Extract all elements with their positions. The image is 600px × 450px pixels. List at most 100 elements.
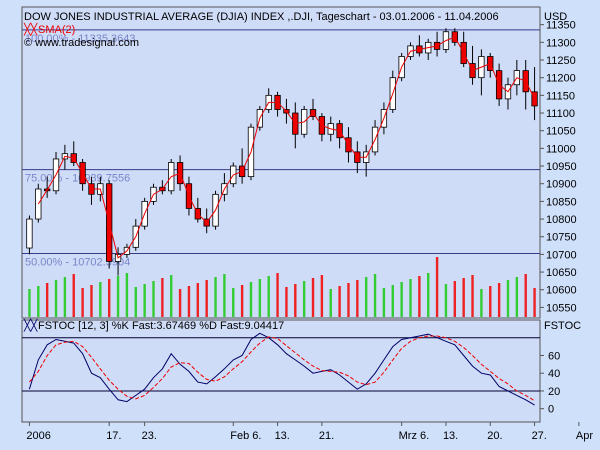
- price-tick-label: 11300: [546, 37, 576, 49]
- volume-bar: [347, 283, 350, 317]
- volume-bar: [187, 286, 191, 317]
- x-tick-label: 13.: [443, 430, 458, 442]
- volume-bar: [178, 289, 182, 317]
- volume-bar: [382, 288, 386, 317]
- volume-bar: [302, 281, 306, 317]
- price-tick-label: 11350: [546, 20, 576, 32]
- x-tick-label: 20.: [487, 430, 502, 442]
- fib-level-label: 100.00% - 11335.3643: [25, 33, 136, 45]
- price-tick-label: 10650: [546, 267, 577, 279]
- volume-bar: [497, 283, 501, 317]
- x-tick-label: 2006: [26, 430, 50, 442]
- volume-bar: [471, 275, 474, 317]
- volume-bar: [409, 279, 412, 317]
- volume-bar: [99, 282, 102, 317]
- x-tick-label: 17.: [106, 430, 121, 442]
- stoch-label: FSTOC [12, 3] %K Fast:3.67469 %D Fast:9.…: [38, 320, 284, 332]
- volume-bar: [81, 288, 84, 317]
- stoch-axis-title: FSTOC: [544, 320, 581, 332]
- volume-bar: [214, 277, 217, 317]
- volume-bar: [515, 277, 519, 317]
- price-tick-label: 11000: [546, 143, 576, 155]
- volume-bar: [444, 284, 448, 317]
- volume-bar: [489, 286, 492, 317]
- x-axis: 2006 17. 23. Feb 6. 13. 21. Mrz 6. 13. 20. 27. Apr: [26, 422, 593, 442]
- x-tick-label: 23.: [142, 430, 157, 442]
- candle-body: [26, 218, 33, 249]
- sma-legend-icon: ╳╳: [23, 22, 39, 36]
- stoch-tick-label: 60: [548, 350, 560, 362]
- volume-bar: [54, 280, 58, 317]
- x-tick-label: 27.: [532, 430, 547, 442]
- volume-bar: [116, 276, 120, 317]
- stoch-tick-label: 0: [548, 404, 554, 416]
- volume-bar: [418, 276, 421, 317]
- sma-line: [37, 36, 536, 259]
- volume-bar: [462, 278, 465, 317]
- volume-bar: [267, 276, 270, 317]
- volume-bar: [391, 285, 394, 317]
- volume-bar: [205, 280, 208, 317]
- volume-bar: [435, 257, 439, 317]
- stoch-d-line: [29, 335, 535, 402]
- volume-bar: [524, 274, 527, 317]
- currency-label: USD: [544, 11, 567, 23]
- stoch-legend-icon: ╳╳: [23, 318, 39, 332]
- volume-bar: [223, 274, 226, 317]
- volume-bar: [63, 277, 67, 317]
- x-tick-label: 21.: [319, 430, 334, 442]
- volume-bar: [329, 289, 332, 317]
- volume-bar: [170, 275, 173, 317]
- price-tick-label: 10800: [546, 214, 577, 226]
- stochastic-panel: 0 20 40 60: [21, 319, 560, 423]
- volume-bar: [37, 286, 40, 317]
- price-tick-label: 11050: [546, 126, 576, 138]
- x-tick-label: Apr: [576, 430, 593, 442]
- volume-bar: [196, 283, 200, 317]
- volume-bar: [240, 285, 244, 317]
- volume-bar: [276, 273, 279, 317]
- volume-bar: [161, 278, 164, 317]
- volume-bar: [533, 288, 536, 317]
- price-panel: 10550 10600 10650 10700 10750 10800 10850 10900…: [21, 6, 577, 319]
- volume-bar: [427, 273, 430, 317]
- volume-bar: [311, 278, 315, 317]
- price-tick-label: 11150: [546, 90, 575, 102]
- x-tick-label: 13.: [275, 430, 290, 442]
- sma-legend-label: SMA(2): [38, 24, 75, 36]
- price-tick-label: 10550: [546, 302, 577, 314]
- volume-bar: [453, 281, 457, 317]
- price-tick-label: 10700: [546, 249, 577, 261]
- volume-bar: [152, 281, 155, 317]
- price-tick-label: 11250: [546, 55, 576, 67]
- volume-bar: [294, 284, 297, 317]
- volume-bar: [285, 287, 288, 317]
- chart-title: DOW JONES INDUSTRIAL AVERAGE (DJIA) INDE…: [24, 11, 499, 23]
- price-tick-label: 10950: [546, 161, 577, 173]
- volume-bar: [506, 280, 510, 317]
- volume-bar: [45, 283, 49, 317]
- stoch-tick-label: 40: [548, 368, 560, 380]
- volume-bar: [28, 289, 31, 317]
- stoch-k-line: [28, 332, 535, 406]
- x-tick-label: Mrz 6.: [399, 430, 430, 442]
- volume-bar: [356, 280, 359, 317]
- volume-bar: [364, 277, 368, 317]
- stoch-plot-area: [21, 319, 541, 423]
- stoch-tick-label: 20: [548, 386, 560, 398]
- fib-level-label: 50.00% - 10702.3904: [25, 257, 130, 269]
- candle-body: [35, 188, 42, 220]
- volume-bar: [258, 279, 262, 317]
- volume-bar: [232, 288, 235, 317]
- price-plot-area: [21, 6, 541, 319]
- x-tick-label: Feb 6.: [230, 430, 261, 442]
- volume-bar: [134, 287, 137, 317]
- volume-bar: [72, 274, 75, 317]
- fib-level-label: 75.00% - 10939.7556: [25, 173, 130, 185]
- price-tick-label: 10900: [546, 179, 577, 191]
- volume-bar: [143, 284, 146, 317]
- volume-bar: [480, 289, 483, 317]
- price-tick-label: 10600: [546, 285, 577, 297]
- volume-bar: [338, 286, 341, 317]
